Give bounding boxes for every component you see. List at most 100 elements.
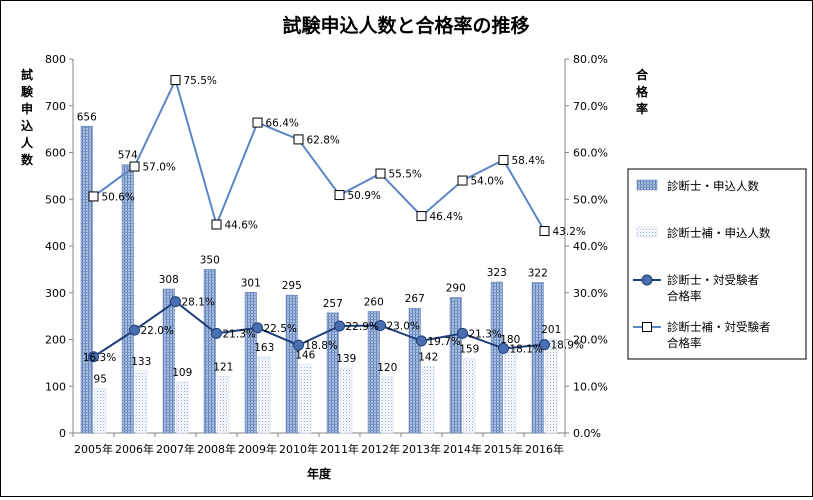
line-label-hoshindanshi: 46.4%	[430, 211, 463, 223]
bar-label-hoshindanshi: 163	[254, 342, 274, 354]
bar-label-shindanshi: 290	[446, 282, 466, 294]
point-shindanshi-pass-rate	[129, 324, 140, 336]
bar-hoshindanshi-applicants	[340, 367, 353, 434]
line-label-shindanshi: 22.5%	[264, 323, 297, 335]
bar-label-shindanshi: 257	[323, 298, 343, 310]
x-tick-label: 2009年	[238, 442, 277, 456]
bar-hoshindanshi-applicants	[94, 388, 107, 434]
bar-label-hoshindanshi: 121	[213, 361, 233, 373]
legend-label: 診断士・対受験者	[667, 273, 759, 287]
point-shindanshi-pass-rate	[252, 322, 263, 334]
line-label-hoshindanshi: 62.8%	[307, 134, 340, 146]
x-tick-label: 2011年	[320, 442, 359, 456]
point-shindanshi-pass-rate	[293, 339, 304, 351]
y-tick-right-label: 0.0%	[573, 427, 601, 440]
x-tick-label: 2007年	[156, 442, 195, 456]
y-tick-right-label: 50.0%	[573, 193, 608, 206]
bar-shindanshi-applicants	[285, 294, 298, 434]
y-tick-left-label: 200	[45, 334, 66, 347]
bar-shindanshi-applicants	[531, 282, 544, 434]
bar-shindanshi-applicants	[449, 297, 462, 434]
x-tick-label: 2013年	[402, 442, 441, 456]
y-axis-title-right-char: 率	[636, 101, 648, 116]
legend-label: 診断士補・対受験者	[667, 320, 771, 334]
line-label-hoshindanshi: 50.6%	[102, 191, 135, 203]
point-shindanshi-pass-rate	[334, 320, 345, 332]
legend-swatch-shindanshi-rate-marker	[641, 274, 653, 286]
legend-swatch-shindanshi-applicants	[636, 179, 658, 191]
line-label-shindanshi: 18.1%	[510, 343, 543, 355]
bar-label-shindanshi: 308	[159, 274, 179, 286]
bar-label-hoshindanshi: 139	[336, 353, 356, 365]
bar-label-hoshindanshi: 142	[418, 352, 438, 364]
bar-hoshindanshi-applicants	[135, 370, 148, 434]
bar-hoshindanshi-applicants	[258, 356, 271, 434]
bar-label-shindanshi: 322	[528, 267, 548, 279]
line-label-hoshindanshi: 55.5%	[389, 169, 422, 181]
line-label-hoshindanshi: 50.9%	[348, 190, 381, 202]
y-tick-right-label: 80.0%	[573, 53, 608, 66]
x-tick-label: 2016年	[525, 442, 564, 456]
bar-hoshindanshi-applicants	[217, 376, 230, 434]
bar-hoshindanshi-applicants	[422, 366, 435, 434]
bar-shindanshi-applicants	[326, 312, 339, 434]
bar-hoshindanshi-applicants	[299, 364, 312, 434]
y-tick-right-label: 60.0%	[573, 147, 608, 160]
y-tick-right-label: 10.0%	[573, 380, 608, 393]
point-hoshindanshi-pass-rate	[293, 134, 304, 145]
y-axis-title-left-char: 験	[21, 84, 34, 99]
x-tick-label: 2015年	[484, 442, 523, 456]
bar-label-hoshindanshi: 109	[172, 367, 192, 379]
bar-shindanshi-applicants	[367, 311, 380, 434]
point-hoshindanshi-pass-rate	[539, 226, 550, 237]
line-label-hoshindanshi: 54.0%	[471, 176, 504, 188]
bar-hoshindanshi-applicants	[381, 376, 394, 434]
point-hoshindanshi-pass-rate	[416, 211, 427, 222]
point-hoshindanshi-pass-rate	[457, 175, 468, 186]
bar-hoshindanshi-applicants	[176, 381, 189, 434]
y-tick-left-label: 100	[45, 380, 66, 393]
bar-hoshindanshi-applicants	[545, 338, 558, 434]
line-label-shindanshi: 21.3%	[223, 328, 256, 340]
line-label-shindanshi: 18.8%	[305, 340, 338, 352]
legend-swatch-hoshindanshi-rate-marker	[642, 322, 652, 332]
bar-label-shindanshi: 260	[364, 296, 384, 308]
point-shindanshi-pass-rate	[416, 335, 427, 347]
point-shindanshi-pass-rate	[88, 351, 99, 363]
y-axis-title-left-char: 込	[21, 118, 33, 133]
point-shindanshi-pass-rate	[170, 296, 181, 308]
plot-area: 0 100 200 300 400 500 600 700 800 0.0% 10.0% 20.0% 3…	[45, 53, 608, 456]
point-hoshindanshi-pass-rate	[375, 168, 386, 179]
legend-label: 合格率	[667, 336, 702, 350]
y-tick-left-label: 0	[59, 427, 66, 440]
line-label-hoshindanshi: 58.4%	[512, 155, 545, 167]
point-hoshindanshi-pass-rate	[88, 191, 99, 202]
y-axis-title-left-char: 人	[21, 135, 34, 150]
bar-label-shindanshi: 295	[282, 280, 302, 292]
y-axis-title-left: 試験申込人数	[21, 67, 34, 167]
point-hoshindanshi-pass-rate	[211, 219, 222, 230]
y-tick-left-label: 400	[45, 240, 66, 253]
line-label-shindanshi: 22.0%	[141, 325, 174, 337]
point-shindanshi-pass-rate	[375, 319, 386, 331]
y-tick-right-label: 70.0%	[573, 100, 608, 113]
y-axis-title-right-char: 合	[636, 67, 649, 82]
y-axis-title-right: 合格率	[636, 67, 649, 116]
bar-label-shindanshi: 323	[487, 267, 507, 279]
bar-shindanshi-applicants	[490, 281, 503, 434]
line-label-hoshindanshi: 75.5%	[184, 75, 217, 87]
bar-shindanshi-applicants	[162, 288, 175, 434]
line-shindanshi-pass-rate	[92, 300, 545, 358]
bar-label-hoshindanshi: 120	[377, 362, 397, 374]
y-tick-right-label: 30.0%	[573, 287, 608, 300]
bar-hoshindanshi-applicants	[504, 348, 517, 434]
point-hoshindanshi-pass-rate	[170, 75, 181, 86]
bar-shindanshi-applicants	[244, 292, 257, 434]
bar-hoshindanshi-applicants	[463, 358, 476, 434]
x-tick-label: 2010年	[279, 442, 318, 456]
point-hoshindanshi-pass-rate	[334, 190, 345, 201]
bar-label-hoshindanshi: 180	[500, 334, 520, 346]
bar-shindanshi-applicants	[121, 164, 134, 434]
